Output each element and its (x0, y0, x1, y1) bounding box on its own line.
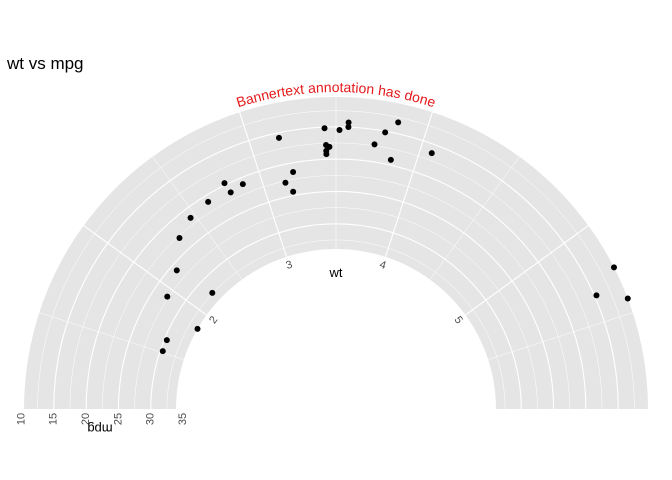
data-point (336, 127, 343, 134)
data-point (173, 267, 180, 274)
data-point (163, 337, 170, 344)
chart-title: wt vs mpg (6, 54, 84, 73)
data-point (187, 214, 194, 221)
data-point (209, 289, 216, 296)
angular-gridline (39, 312, 184, 360)
data-point (290, 188, 297, 195)
data-point (624, 295, 631, 302)
angular-gridline (239, 112, 288, 258)
data-point (345, 119, 352, 126)
data-point (290, 169, 297, 176)
data-point (194, 325, 201, 332)
data-point (159, 348, 166, 355)
angular-gridline (152, 156, 243, 280)
angular-gridline (83, 225, 207, 316)
data-point (382, 129, 389, 136)
data-point (323, 142, 330, 149)
y-tick-label: 20 (80, 413, 92, 425)
data-point (227, 189, 234, 196)
data-point (610, 264, 617, 271)
y-tick-label: 30 (145, 413, 157, 425)
data-point (323, 151, 330, 158)
ticks-layer: 2 3 4 5 10 15 20 25 30 35 (15, 259, 465, 425)
angular-gridline (429, 156, 520, 280)
x-tick-label: 4 (378, 259, 388, 272)
y-tick-label: 10 (15, 413, 27, 425)
y-tick-label: 15 (48, 413, 60, 425)
data-point (395, 119, 402, 126)
y-tick-label: 25 (112, 413, 124, 425)
data-point (205, 198, 212, 205)
data-point (321, 125, 328, 132)
data-point (176, 235, 183, 242)
data-point (239, 181, 246, 188)
angular-gridline (488, 312, 633, 360)
panel-layer (24, 97, 648, 409)
data-point (387, 156, 394, 163)
data-point (428, 150, 435, 157)
angular-gridline (465, 225, 589, 316)
data-point (371, 141, 378, 148)
data-point (221, 180, 228, 187)
data-point (593, 292, 600, 299)
panel-background (24, 97, 648, 409)
data-point (275, 134, 282, 141)
x-tick-label: 3 (285, 259, 295, 272)
data-point (164, 293, 171, 300)
x-axis-title: wt (329, 265, 343, 280)
points-layer (159, 119, 631, 355)
grid-layer (37, 97, 635, 410)
y-tick-label: 35 (177, 413, 189, 425)
data-point (282, 179, 289, 186)
x-tick-label: 2 (207, 314, 220, 326)
y-axis-title: mpg (87, 422, 112, 437)
angular-gridline (384, 112, 433, 258)
x-tick-label: 5 (452, 314, 465, 326)
data-point (345, 124, 352, 131)
